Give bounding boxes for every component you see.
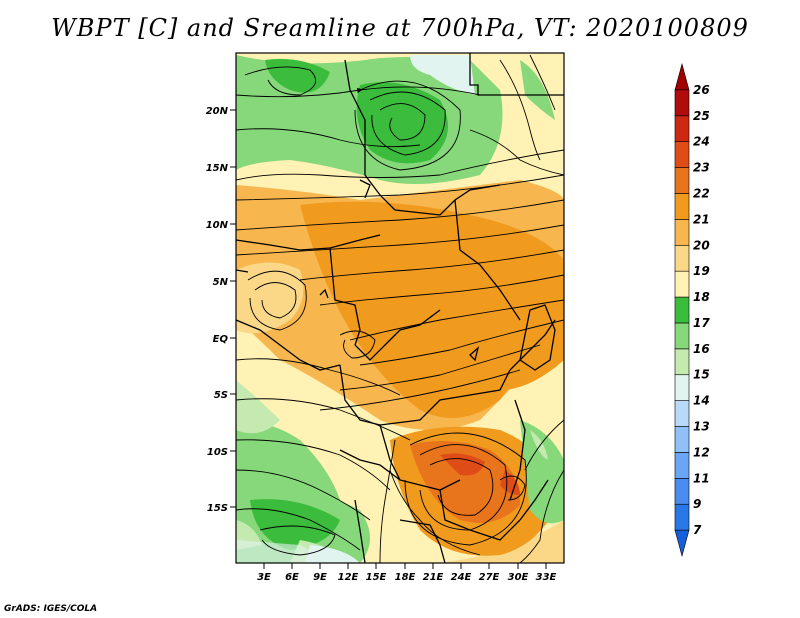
colorbar-segment <box>674 193 690 220</box>
colorbar-label: 9 <box>693 497 701 511</box>
colorbar-label: 25 <box>693 109 710 123</box>
colorbar-label: 17 <box>693 316 710 330</box>
colorbar: 7 9 11 12 13 14 15 16 17 18 19 20 21 22 23 24 25 26 <box>674 62 710 558</box>
colorbar-segment <box>674 348 690 376</box>
lat-labels: 20N 15N 10N 5N EQ 5S 10S 15S <box>206 106 229 514</box>
lon-label: 21E <box>423 572 444 583</box>
lat-label: EQ <box>213 334 229 345</box>
lon-ticks <box>263 563 547 569</box>
streamlines <box>236 54 564 563</box>
colorbar-segment <box>674 296 690 324</box>
colorbar-label: 16 <box>693 342 710 356</box>
lon-label: 6E <box>285 572 299 583</box>
lat-label: 5N <box>213 277 229 288</box>
credit-label: GrADS: IGES/COLA <box>4 604 98 614</box>
colorbar-label: 24 <box>693 135 710 149</box>
colorbar-label: 7 <box>693 523 702 537</box>
lon-labels: 3E 6E 9E 12E 15E 18E 21E 24E 27E 30E 33E <box>257 572 556 583</box>
lon-label: 3E <box>257 572 271 583</box>
colorbar-segment <box>674 115 690 142</box>
colorbar-segment <box>674 167 690 194</box>
colorbar-segment <box>674 141 690 168</box>
colorbar-label: 13 <box>693 420 710 434</box>
colorbar-segment <box>674 270 690 298</box>
country-borders <box>236 53 564 563</box>
colorbar-label: 15 <box>693 368 710 382</box>
colorbar-label: 21 <box>693 212 710 226</box>
lat-label: 20N <box>206 106 229 117</box>
colorbar-label: 22 <box>693 186 710 200</box>
colorbar-segment <box>674 478 690 505</box>
lat-label: 15S <box>207 503 228 514</box>
lon-label: 24E <box>451 572 472 583</box>
lon-label: 30E <box>508 572 529 583</box>
lon-label: 27E <box>479 572 500 583</box>
colorbar-bottom-arrow <box>674 529 690 558</box>
colorbar-segment <box>674 89 690 117</box>
map-title: WBPT [C] and Sreamline at 700hPa, VT: 20… <box>51 14 749 42</box>
map-frame <box>235 52 565 564</box>
lon-label: 12E <box>338 572 359 583</box>
colorbar-segment <box>674 452 690 479</box>
lat-label: 10S <box>207 447 228 458</box>
colorbar-top-arrow <box>674 62 690 91</box>
colorbar-label: 26 <box>693 83 710 97</box>
lon-label: 33E <box>536 572 557 583</box>
lat-label: 10N <box>206 220 229 231</box>
colorbar-segment <box>674 374 690 401</box>
colorbar-segment <box>674 426 690 453</box>
lat-label: 15N <box>206 163 229 174</box>
colorbar-segment <box>674 400 690 427</box>
colorbar-label: 20 <box>693 238 710 252</box>
wbpt-field <box>236 53 564 563</box>
colorbar-label: 23 <box>693 161 710 175</box>
colorbar-segment <box>674 219 690 246</box>
colorbar-segment <box>674 503 690 531</box>
lon-label: 9E <box>313 572 327 583</box>
colorbar-label: 18 <box>693 290 710 304</box>
lat-label: 5S <box>214 390 228 401</box>
colorbar-segment <box>674 244 690 272</box>
colorbar-label: 12 <box>693 445 710 459</box>
lon-label: 15E <box>366 572 387 583</box>
colorbar-label: 14 <box>693 394 710 408</box>
colorbar-label: 19 <box>693 264 710 278</box>
colorbar-segment <box>674 322 690 350</box>
lat-ticks <box>230 109 236 508</box>
lon-label: 18E <box>395 572 416 583</box>
colorbar-label: 11 <box>693 471 710 485</box>
